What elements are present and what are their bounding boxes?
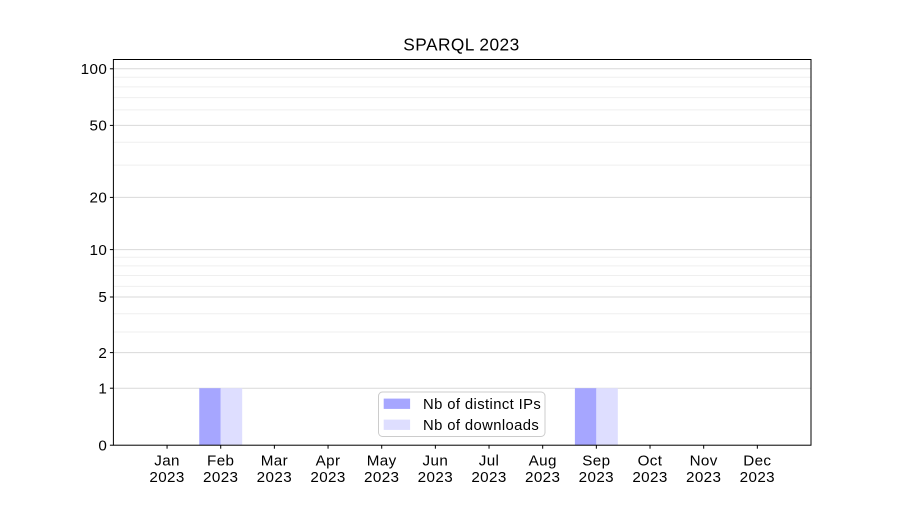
svg-text:2023: 2023: [203, 469, 238, 486]
svg-text:1: 1: [98, 380, 107, 397]
svg-text:Apr: Apr: [316, 453, 341, 470]
svg-text:May: May: [367, 453, 397, 470]
svg-text:2023: 2023: [257, 469, 292, 486]
svg-text:Jan: Jan: [154, 453, 180, 470]
svg-text:Jun: Jun: [423, 453, 449, 470]
svg-text:Nb of distinct IPs: Nb of distinct IPs: [423, 397, 541, 413]
svg-text:Sep: Sep: [582, 453, 610, 470]
svg-text:2023: 2023: [310, 469, 345, 486]
svg-text:2023: 2023: [740, 469, 775, 486]
svg-text:2023: 2023: [579, 469, 614, 486]
svg-text:Aug: Aug: [529, 453, 557, 470]
svg-text:Nb of downloads: Nb of downloads: [423, 418, 539, 434]
svg-text:20: 20: [89, 190, 107, 207]
svg-text:2023: 2023: [364, 469, 399, 486]
svg-text:10: 10: [89, 242, 107, 259]
svg-text:2023: 2023: [525, 469, 560, 486]
svg-text:Nov: Nov: [690, 453, 718, 470]
svg-text:Feb: Feb: [207, 453, 234, 470]
svg-text:50: 50: [89, 118, 107, 135]
svg-text:Mar: Mar: [261, 453, 288, 470]
svg-text:2023: 2023: [471, 469, 506, 486]
svg-text:Oct: Oct: [638, 453, 663, 470]
svg-text:100: 100: [81, 61, 108, 78]
svg-text:5: 5: [98, 289, 107, 306]
svg-text:Jul: Jul: [479, 453, 500, 470]
svg-text:2: 2: [98, 345, 107, 362]
svg-text:0: 0: [98, 437, 107, 454]
svg-text:2023: 2023: [418, 469, 453, 486]
svg-text:SPARQL 2023: SPARQL 2023: [403, 35, 519, 55]
svg-text:2023: 2023: [686, 469, 721, 486]
svg-text:2023: 2023: [632, 469, 667, 486]
svg-text:Dec: Dec: [743, 453, 771, 470]
svg-text:2023: 2023: [149, 469, 184, 486]
